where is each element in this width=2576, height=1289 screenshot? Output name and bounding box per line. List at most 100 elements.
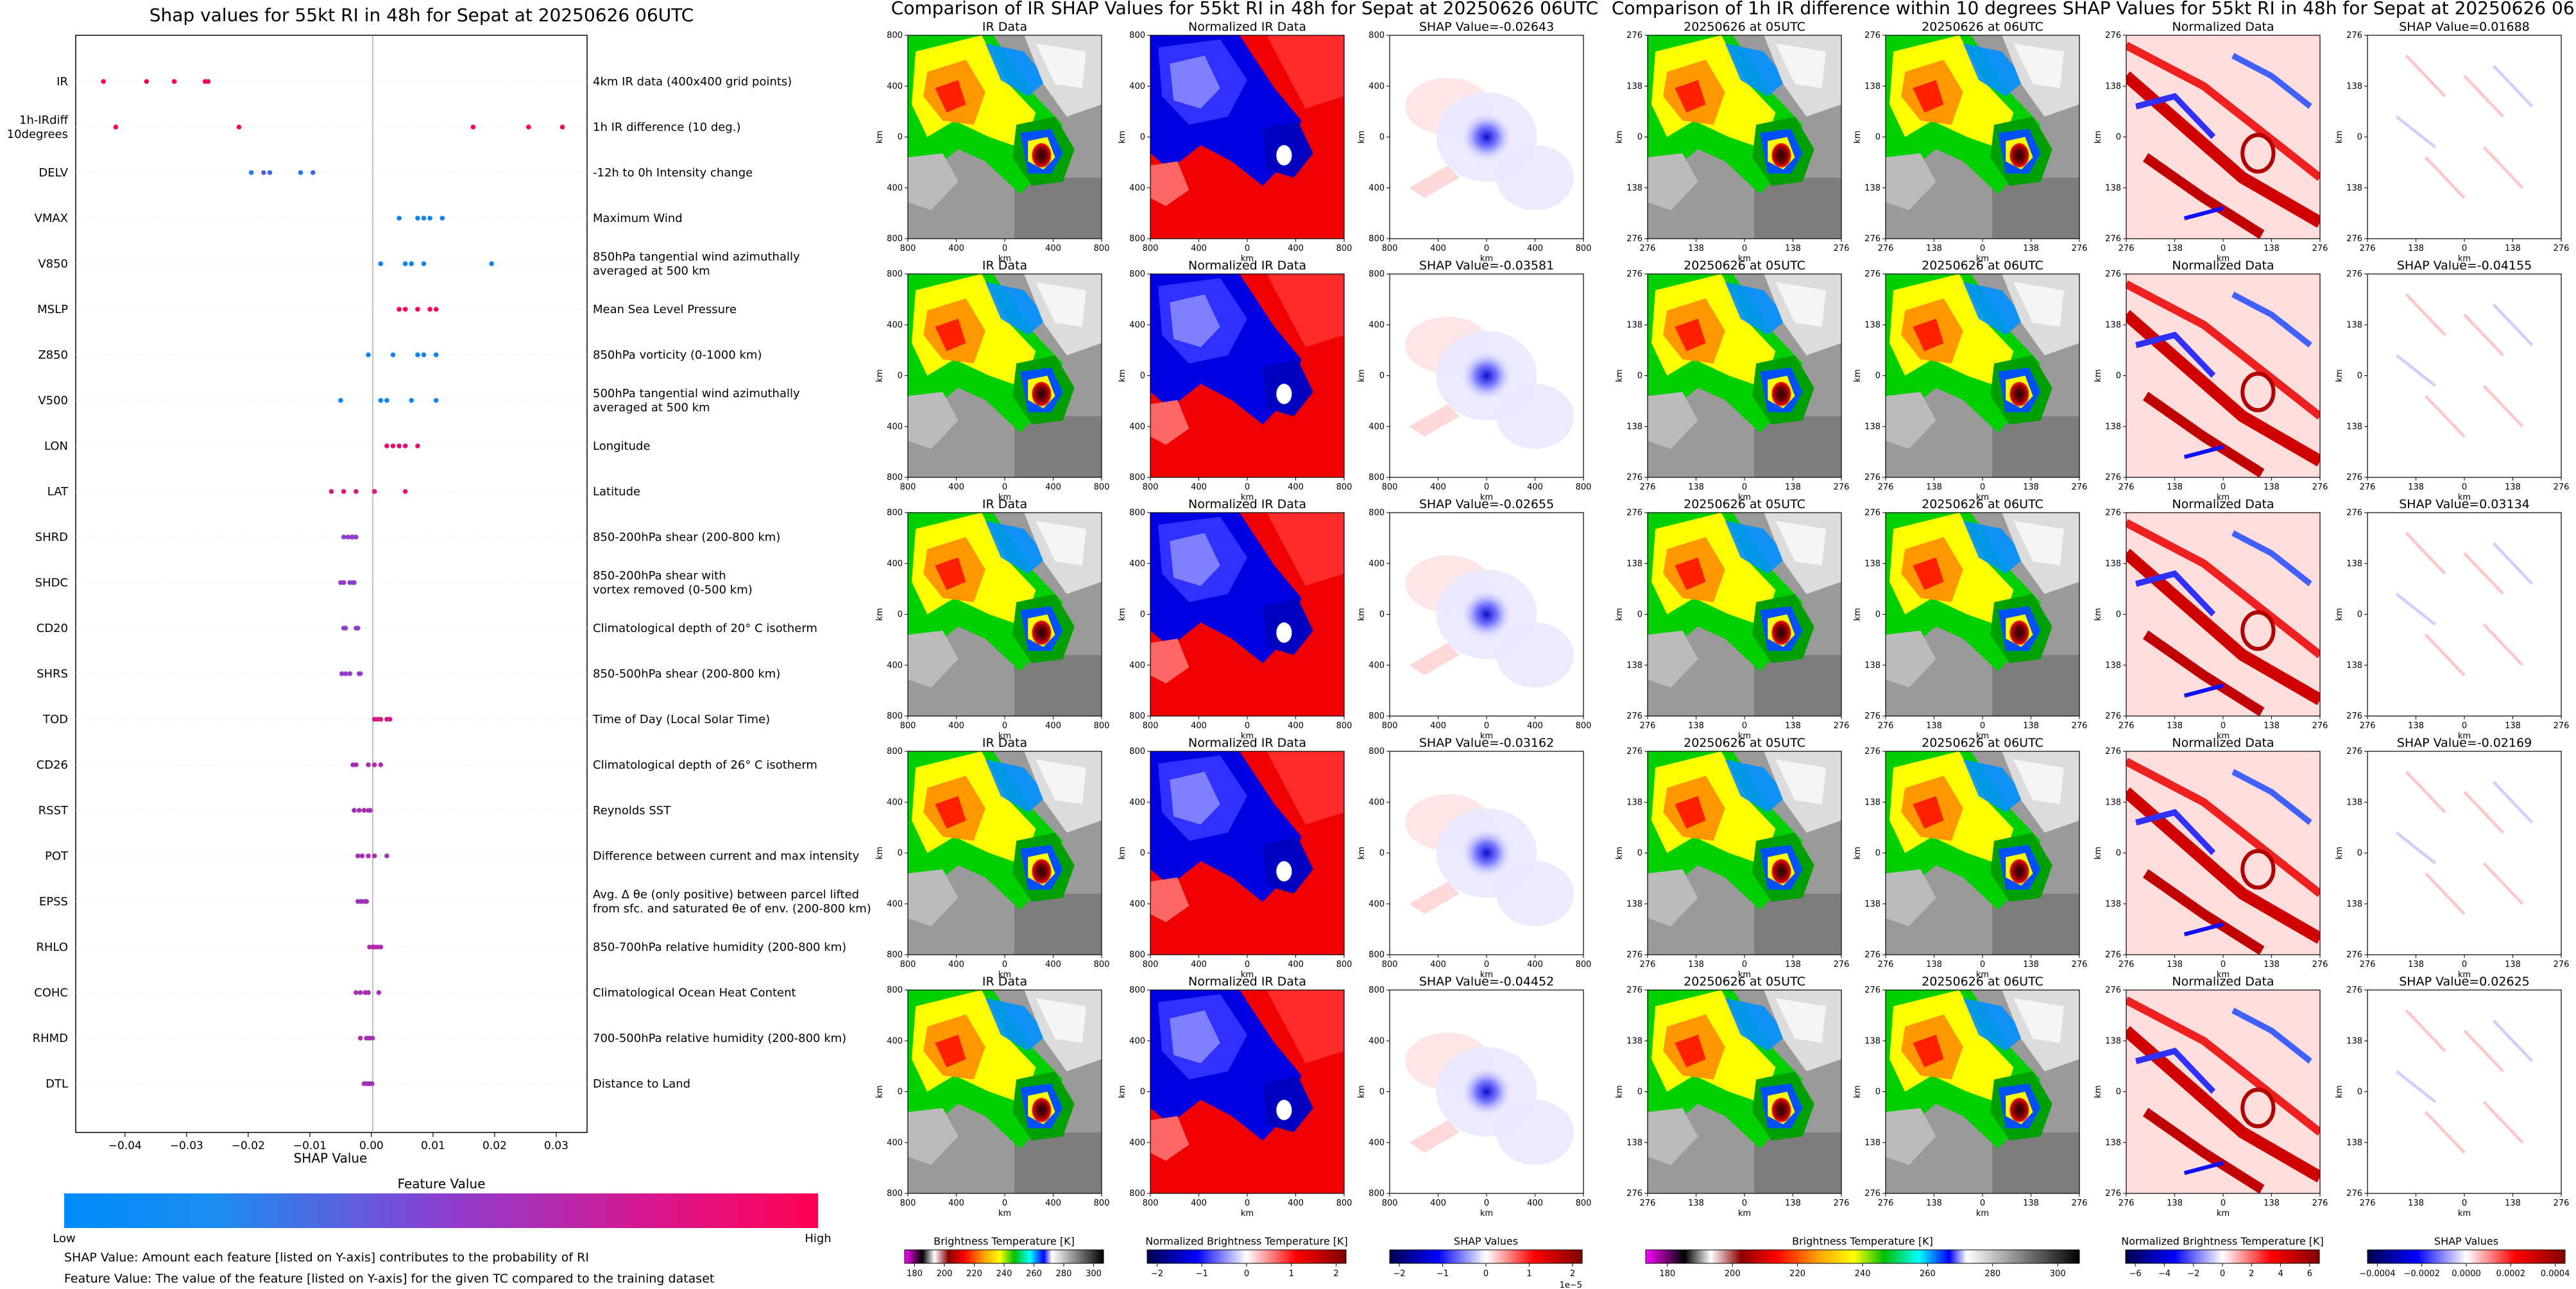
colorbar-tick-label: 1 bbox=[1289, 1269, 1294, 1279]
axis-label: km bbox=[1615, 846, 1625, 859]
beeswarm-xlabel: SHAP Value bbox=[294, 1150, 368, 1166]
tick-label: 276 bbox=[1640, 960, 1656, 969]
tick-label: 276 bbox=[1864, 712, 1881, 721]
tick-label: 800 bbox=[1129, 950, 1145, 960]
feature-name: DELV bbox=[38, 166, 68, 180]
tick-label: 800 bbox=[1129, 1189, 1145, 1199]
colorbar-tick-label: 0 bbox=[1244, 1269, 1249, 1279]
tick-label: 800 bbox=[1336, 960, 1352, 969]
tick-label: 800 bbox=[1336, 482, 1352, 492]
tick-label: 400 bbox=[1527, 482, 1543, 492]
axis-label: km bbox=[1976, 493, 1989, 502]
colorbar-tick-label: 240 bbox=[996, 1269, 1012, 1279]
feature-description: Climatological Ocean Heat Content bbox=[593, 986, 796, 1000]
colorbar-tick-label: 2 bbox=[1333, 1269, 1338, 1279]
tick-label: 0 bbox=[1980, 244, 1985, 253]
tick-label: 0 bbox=[2462, 482, 2467, 492]
colorbar-label: SHAP Values bbox=[2434, 1235, 2498, 1247]
tick-label: 800 bbox=[887, 712, 903, 721]
colorbar-tick-label: 240 bbox=[1855, 1269, 1871, 1279]
image-panel: Normalized IR Data8008004004000040040080… bbox=[1118, 736, 1352, 980]
tick-label: 400 bbox=[948, 960, 964, 969]
x-tick-label: −0.02 bbox=[232, 1140, 265, 1152]
tick-label: 0 bbox=[1245, 960, 1250, 969]
colorbar-tick-label: −2 bbox=[1393, 1269, 1405, 1279]
shap-point bbox=[361, 808, 367, 813]
tick-label: 800 bbox=[887, 508, 903, 518]
tick-label: 800 bbox=[1094, 721, 1110, 731]
tick-label: 276 bbox=[2554, 1199, 2570, 1208]
panel-title: 20250626 at 05UTC bbox=[1684, 497, 1805, 511]
tick-label: 138 bbox=[2408, 244, 2424, 253]
feature-description: Distance to Land bbox=[593, 1077, 690, 1091]
axis-label: km bbox=[1241, 970, 1254, 980]
axis-label: km bbox=[2458, 970, 2471, 980]
irdiff-shap-title: Comparison of 1h IR difference within 10… bbox=[1612, 0, 2576, 19]
tick-label: 0 bbox=[1742, 482, 1747, 492]
tick-label: 800 bbox=[1369, 950, 1385, 960]
tick-label: 276 bbox=[2346, 950, 2362, 960]
tick-label: 138 bbox=[1626, 661, 1642, 670]
tick-label: 0 bbox=[1742, 960, 1747, 969]
colorbar-tick-label: −0.0002 bbox=[2404, 1269, 2440, 1279]
colorbar-tick-label: 180 bbox=[907, 1269, 923, 1279]
colorbar: Normalized Brightness Temperature [K] −2 −… bbox=[1145, 1235, 1348, 1279]
tick-label: 400 bbox=[1527, 960, 1543, 969]
shap-point bbox=[433, 398, 439, 403]
colorbar-offset: 1e−5 bbox=[1560, 1281, 1582, 1289]
tick-label: 0 bbox=[1484, 1199, 1489, 1208]
tick-label: 138 bbox=[2408, 960, 2424, 969]
shap-point bbox=[248, 170, 254, 175]
tick-label: 400 bbox=[1129, 798, 1145, 807]
colorbar-gradient bbox=[1147, 1249, 1347, 1264]
tick-label: 138 bbox=[1864, 1036, 1881, 1046]
feature-description: 850-700hPa relative humidity (200-800 km… bbox=[593, 941, 846, 954]
axis-label: km bbox=[1738, 254, 1751, 264]
panel-title: IR Data bbox=[982, 975, 1027, 989]
tick-label: 276 bbox=[2105, 473, 2121, 482]
tick-label: 138 bbox=[2505, 244, 2521, 253]
axis-label: km bbox=[998, 731, 1011, 741]
feature-description: 850-200hPa shear (200-800 km) bbox=[593, 531, 780, 544]
tick-label: 138 bbox=[1688, 1199, 1704, 1208]
shap-point bbox=[354, 762, 359, 767]
colorbar-gradient bbox=[2125, 1249, 2320, 1264]
image-panel: SHAP Value=0.026252762761381380013813827… bbox=[2335, 975, 2569, 1218]
shap-point bbox=[489, 261, 494, 266]
tick-label: 800 bbox=[887, 986, 903, 995]
tick-label: 138 bbox=[2105, 422, 2121, 432]
shap-point bbox=[261, 170, 266, 175]
tick-label: 276 bbox=[1640, 721, 1656, 731]
tick-label: 0 bbox=[1980, 960, 1985, 969]
tick-label: 276 bbox=[2072, 244, 2088, 253]
tick-label: 138 bbox=[2346, 1138, 2362, 1148]
image-panel: Normalized Data2762761381380013813827627… bbox=[2094, 975, 2328, 1218]
feature-description: 4km IR data (400x400 grid points) bbox=[593, 75, 792, 89]
feature-description: Latitude bbox=[593, 485, 640, 499]
tick-label: 800 bbox=[1382, 1199, 1398, 1208]
shap-point bbox=[267, 170, 273, 175]
image-panel: Normalized Data2762761381380013813827627… bbox=[2094, 20, 2328, 264]
tick-label: 400 bbox=[1045, 244, 1061, 253]
tick-label: 800 bbox=[900, 1199, 916, 1208]
tick-label: 276 bbox=[2072, 721, 2088, 731]
tick-label: 276 bbox=[1626, 234, 1642, 244]
tick-label: 276 bbox=[2312, 1199, 2328, 1208]
tick-label: 0 bbox=[898, 371, 903, 381]
image-panel: 20250626 at 06UTC27627613813800138138276… bbox=[1853, 20, 2087, 264]
note-feature-value: Feature Value: The value of the feature … bbox=[64, 1272, 714, 1286]
shap-point bbox=[384, 853, 389, 858]
tick-label: 400 bbox=[1527, 244, 1543, 253]
tick-label: 138 bbox=[2346, 559, 2362, 568]
tick-label: 138 bbox=[2408, 1199, 2424, 1208]
tick-label: 276 bbox=[2360, 244, 2376, 253]
axis-label: km bbox=[998, 493, 1011, 502]
tick-label: 0 bbox=[2462, 721, 2467, 731]
axis-label: km bbox=[1853, 369, 1863, 382]
panel-title: 20250626 at 05UTC bbox=[1684, 259, 1805, 273]
tick-label: 400 bbox=[1527, 721, 1543, 731]
axis-label: km bbox=[1615, 130, 1625, 143]
tick-label: 400 bbox=[1045, 1199, 1061, 1208]
tick-label: 276 bbox=[2346, 234, 2362, 244]
tick-label: 0 bbox=[898, 133, 903, 142]
